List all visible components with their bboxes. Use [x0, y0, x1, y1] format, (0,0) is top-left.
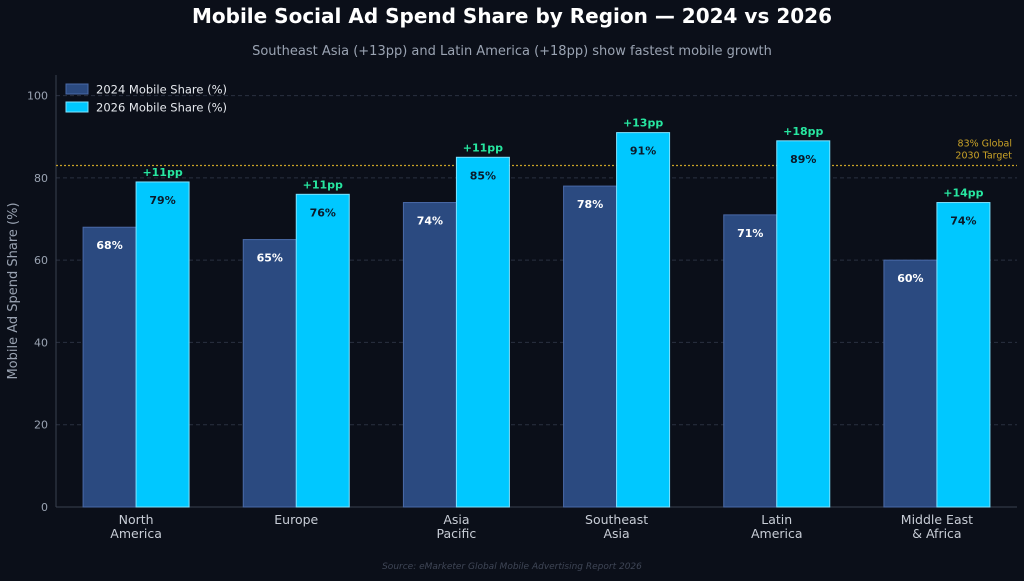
chart-title: Mobile Social Ad Spend Share by Region —…: [191, 4, 832, 28]
delta-label: +11pp: [463, 141, 503, 154]
legend-label-2024: 2024 Mobile Share (%): [96, 83, 227, 97]
bar-2024-value-label: 65%: [257, 252, 283, 265]
x-tick-label: Pacific: [437, 526, 477, 541]
delta-label: +13pp: [623, 117, 663, 130]
bar-2024: [82, 226, 137, 508]
bar-2026-value-label: 76%: [310, 206, 336, 219]
bar-2026: [776, 140, 831, 508]
x-tick-label: Middle East: [901, 512, 973, 527]
x-tick-label: Latin: [761, 512, 792, 527]
bar-2024: [883, 259, 938, 508]
chart-subtitle: Southeast Asia (+13pp) and Latin America…: [252, 44, 772, 59]
x-tick-label: America: [110, 526, 162, 541]
x-tick-label: & Africa: [912, 526, 961, 541]
legend-swatch-2024: [65, 83, 89, 95]
delta-label: +11pp: [303, 178, 343, 191]
target-reference-label: 83% Global: [958, 139, 1012, 150]
delta-label: +11pp: [142, 166, 182, 179]
bar-2024-value-label: 78%: [577, 198, 603, 211]
bar-2026: [135, 181, 190, 508]
bar-2024-value-label: 74%: [417, 215, 443, 228]
bar-2026-value-label: 85%: [470, 169, 496, 182]
x-tick-label: Asia: [603, 526, 629, 541]
x-tick-label: North: [119, 512, 154, 527]
bar-2024-value-label: 60%: [897, 272, 923, 285]
x-tick-label: Europe: [274, 512, 318, 527]
y-tick-label: 0: [41, 501, 48, 514]
x-tick-label: Southeast: [585, 512, 648, 527]
bar-2026-value-label: 79%: [149, 194, 175, 207]
bar-2024-value-label: 71%: [737, 227, 763, 240]
bar-2026-value-label: 74%: [950, 215, 976, 228]
delta-label: +14pp: [943, 187, 983, 200]
legend-label-2026: 2026 Mobile Share (%): [96, 101, 227, 115]
y-tick-label: 20: [34, 419, 48, 432]
bar-2024: [563, 185, 618, 508]
target-reference-label: 2030 Target: [955, 151, 1012, 162]
x-tick-label: Asia: [443, 512, 469, 527]
bar-2026: [295, 193, 350, 508]
delta-label: +18pp: [783, 125, 823, 138]
legend-swatch-2026: [65, 101, 89, 113]
y-tick-label: 80: [34, 172, 48, 185]
bar-2026: [616, 132, 671, 508]
bar-2024: [402, 202, 457, 508]
y-tick-label: 40: [34, 336, 48, 349]
bar-2024-value-label: 68%: [96, 239, 122, 252]
source-note: Source: eMarketer Global Mobile Advertis…: [382, 562, 642, 572]
y-tick-label: 100: [27, 90, 48, 103]
bar-2026-value-label: 91%: [630, 145, 656, 158]
bar-2026-value-label: 89%: [790, 153, 816, 166]
bar-2026: [455, 156, 510, 508]
y-tick-label: 60: [34, 254, 48, 267]
bar-2024: [242, 239, 297, 508]
bar-2026: [936, 202, 991, 508]
bar-2024: [723, 214, 778, 508]
y-axis-label: Mobile Ad Spend Share (%): [6, 202, 21, 379]
x-tick-label: America: [751, 526, 803, 541]
